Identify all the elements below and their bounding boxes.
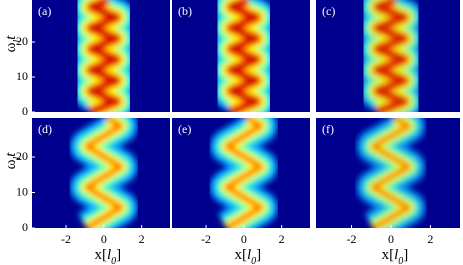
axis-label-part: ω [3, 159, 19, 169]
heatmap-density [71, 0, 136, 112]
axis-label-part: t [3, 152, 19, 157]
heatmap-panel [316, 0, 460, 112]
heatmap-density [358, 0, 424, 112]
axis-label-part: ] [116, 247, 121, 263]
y-tick-label: 10 [16, 69, 28, 83]
heatmap-panel [316, 118, 460, 228]
y-tick-label: 20 [16, 149, 28, 163]
y-tick-label: 10 [16, 184, 28, 198]
x-tick-label: 2 [139, 232, 145, 246]
axis-label-part: ] [256, 247, 261, 263]
x-tick-label: -2 [61, 232, 71, 246]
y-tick-label: 0 [22, 220, 28, 234]
axis-label-part: l [12, 157, 23, 160]
panel-label: (e) [178, 122, 191, 136]
x-tick-label: 0 [388, 232, 394, 246]
density-band [88, 0, 119, 112]
axis-label-part: 0 [398, 256, 403, 265]
x-tick-label: -2 [201, 232, 211, 246]
density-band [84, 118, 124, 228]
axis-label-part: ] [403, 247, 408, 263]
axis-label-part: l [247, 247, 251, 263]
axis-label: x[l0] [382, 247, 409, 265]
axis-label: ωlt [3, 152, 22, 170]
heatmap-panel [32, 118, 170, 228]
density-band [375, 0, 407, 112]
heatmap-panel [32, 0, 170, 112]
axis-label-part: x[ [234, 247, 247, 263]
panel-label: (b) [178, 4, 192, 18]
panel-label: (f) [322, 122, 334, 136]
axis-label-part: x[ [94, 247, 107, 263]
x-tick-label: -2 [347, 232, 357, 246]
x-tick-label: 0 [241, 232, 247, 246]
panel-label: (a) [38, 4, 51, 18]
heatmap-density [69, 118, 138, 228]
axis-label-part: x[ [382, 247, 395, 263]
heatmap-density [211, 0, 276, 112]
x-tick-label: 2 [279, 232, 285, 246]
axis-label-part: 0 [251, 256, 256, 265]
y-tick-label: 20 [16, 34, 28, 48]
heatmap-panel [172, 118, 310, 228]
panel-label: (d) [38, 122, 52, 136]
axis-label-part: l [107, 247, 111, 263]
panel-label: (c) [322, 4, 335, 18]
density-band [370, 118, 412, 228]
density-band [228, 0, 259, 112]
axis-label: x[l0] [234, 247, 261, 265]
axis-label: ωlt [3, 35, 22, 53]
axis-label-part: t [3, 35, 19, 40]
heatmap-density [209, 118, 278, 228]
axis-label: x[l0] [94, 247, 121, 265]
density-band [224, 118, 264, 228]
axis-label-part: 0 [111, 256, 116, 265]
x-tick-label: 2 [427, 232, 433, 246]
x-tick-label: 0 [101, 232, 107, 246]
axis-label-part: ω [3, 42, 19, 52]
axis-label-part: l [394, 247, 398, 263]
heatmap-panel [172, 0, 310, 112]
heatmap-density [356, 118, 426, 228]
axis-label-part: l [12, 40, 23, 43]
y-tick-label: 0 [22, 104, 28, 118]
